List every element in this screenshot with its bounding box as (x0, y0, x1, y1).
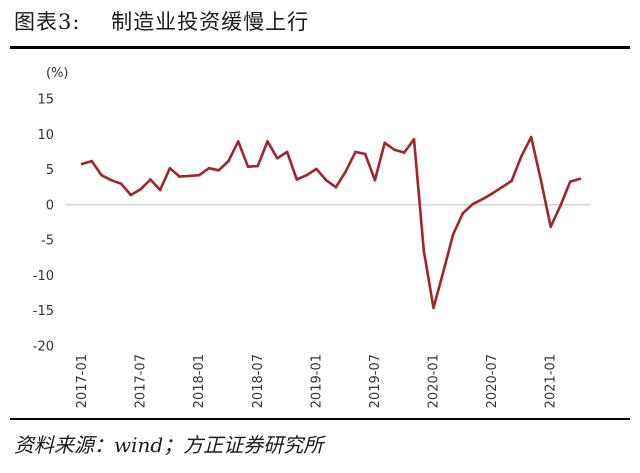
data-point (520, 154, 523, 158)
data-point (481, 197, 484, 201)
bottom-rule (10, 418, 630, 420)
figure-title: 图表3: 制造业投资缓慢上行 (14, 10, 310, 34)
data-point (168, 166, 172, 170)
data-point (149, 178, 152, 181)
x-tick-label: 2019-01 (309, 354, 324, 408)
data-point (324, 178, 328, 182)
data-point (275, 156, 279, 160)
data-point (158, 188, 162, 192)
data-point (100, 173, 103, 177)
data-point (129, 193, 133, 197)
data-point (500, 185, 504, 189)
top-rule (10, 46, 630, 49)
data-point (422, 249, 426, 253)
data-point (578, 177, 582, 181)
data-point (510, 179, 513, 183)
data-point (471, 202, 474, 206)
x-tick-label: 2017-01 (75, 354, 90, 408)
data-point (227, 159, 230, 163)
data-point (461, 212, 465, 215)
data-point (383, 141, 387, 145)
x-tick-label: 2017-07 (134, 354, 149, 408)
data-point (80, 162, 84, 166)
data-point (549, 225, 553, 229)
y-unit-label: (%) (46, 66, 69, 81)
data-point (490, 192, 494, 195)
data-point (139, 188, 142, 191)
data-point (402, 151, 406, 154)
y-tick-label: -15 (33, 304, 54, 319)
data-point (109, 178, 113, 182)
y-tick-label: -10 (33, 269, 54, 284)
data-point (246, 165, 250, 169)
data-point (197, 173, 201, 177)
y-tick-label: 0 (46, 198, 54, 213)
data-point (373, 178, 377, 182)
y-tick-label: 5 (46, 163, 54, 178)
x-axis-ticks: 2017-01 2017-07 2018-01 2018-07 2019-01 2019-… (75, 354, 559, 408)
y-tick-label: -20 (33, 340, 54, 355)
data-point (412, 137, 416, 141)
data-point (529, 135, 533, 139)
data-point (266, 140, 269, 143)
data-point (393, 148, 396, 152)
data-point (178, 175, 181, 178)
data-point (256, 164, 260, 168)
data-point (207, 166, 211, 170)
x-tick-label: 2018-07 (251, 354, 266, 408)
y-tick-label: -5 (41, 234, 54, 249)
x-tick-label: 2020-07 (485, 354, 500, 408)
y-axis-ticks: 15 10 5 0 -5 -10 -15 -20 (33, 93, 54, 355)
source-note: 资料来源：wind；方正证券研究所 (14, 433, 324, 457)
data-point (188, 174, 191, 178)
data-point (354, 150, 357, 154)
x-tick-label: 2021-01 (544, 354, 559, 408)
data-point (295, 178, 299, 181)
series-line (81, 135, 581, 310)
data-point (315, 167, 318, 171)
y-tick-label: 10 (37, 128, 54, 143)
y-tick-label: 15 (37, 93, 54, 108)
x-tick-label: 2018-01 (192, 354, 207, 408)
data-point (217, 168, 221, 172)
data-point (119, 182, 123, 185)
line-chart: (%) 15 10 5 0 -5 -10 -15 -20 2017-01 2017-07 2018… (33, 66, 590, 408)
x-tick-label: 2019-07 (368, 354, 383, 408)
data-point (285, 150, 289, 154)
data-point (305, 173, 308, 177)
data-point (441, 270, 445, 274)
data-point (451, 233, 455, 236)
data-point (334, 185, 338, 189)
data-point (432, 306, 435, 310)
x-tick-label: 2020-01 (427, 354, 442, 408)
series-group (80, 135, 582, 310)
data-point (363, 152, 367, 156)
data-point (344, 170, 347, 173)
data-point (568, 180, 572, 183)
data-point (90, 159, 94, 163)
data-point (539, 178, 543, 182)
data-point (559, 204, 562, 207)
data-point (236, 140, 240, 143)
